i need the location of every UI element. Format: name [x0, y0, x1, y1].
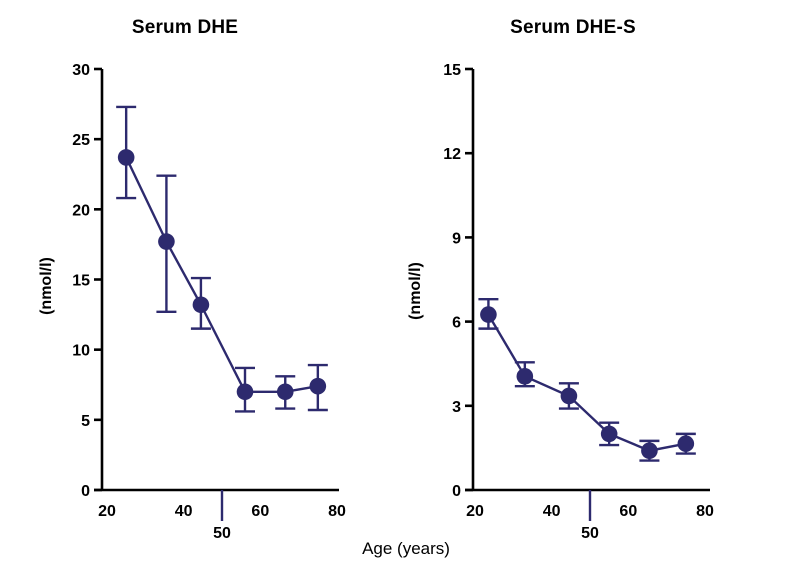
- panel-serum-dhe: 0 5 10 15 20 25 30 20 40 60 80 50: [72, 62, 346, 542]
- chart-title-serum-dhe-s: Serum DHE-S: [510, 17, 636, 38]
- y-tick-label: 12: [443, 146, 461, 163]
- y-tick-label: 9: [452, 230, 461, 247]
- data-point: [192, 296, 210, 314]
- y-tick-label: 6: [452, 315, 461, 332]
- y-tick-label: 25: [72, 132, 90, 149]
- x-tick-label: 20: [98, 503, 116, 520]
- x-tick-label: 40: [543, 503, 561, 520]
- x-tick-label: 60: [619, 503, 637, 520]
- chart-title-serum-dhe: Serum DHE: [131, 17, 239, 38]
- data-point: [600, 425, 618, 443]
- age-50-label: 50: [581, 525, 599, 542]
- data-point: [309, 377, 327, 395]
- x-tick-label: 60: [251, 503, 269, 520]
- y-tick-label: 5: [81, 413, 90, 430]
- data-point: [117, 149, 135, 166]
- data-point: [236, 383, 254, 401]
- y-tick-label: 20: [72, 202, 90, 219]
- x-tick-label: 80: [328, 503, 346, 520]
- data-point: [480, 306, 497, 323]
- data-point: [158, 233, 175, 250]
- data-point: [560, 387, 578, 405]
- data-line: [487, 313, 687, 452]
- y-tick-label: 30: [72, 62, 90, 79]
- x-axis-label: Age (years): [362, 539, 450, 558]
- y-tick-label: 10: [72, 343, 90, 360]
- y-axis-label-dhe: (nmol/l): [38, 257, 55, 315]
- y-tick-label: 15: [443, 62, 461, 79]
- x-tick-label: 40: [175, 503, 193, 520]
- y-axis-label-dhe-s: (nmol/l): [407, 262, 424, 320]
- data-point: [276, 383, 294, 401]
- y-tick-label: 0: [452, 483, 461, 500]
- x-tick-label: 20: [466, 503, 484, 520]
- data-point: [677, 435, 695, 452]
- data-point: [641, 442, 658, 460]
- y-tick-label: 0: [81, 483, 90, 500]
- y-tick-label: 15: [72, 273, 90, 290]
- panel-serum-dhe-s: 0 3 6 9 12 15 20 40 60 80 50: [443, 62, 714, 542]
- y-tick-label: 3: [452, 399, 461, 416]
- age-50-label: 50: [213, 525, 231, 542]
- data-line: [125, 156, 319, 393]
- data-point: [516, 368, 534, 385]
- x-tick-label: 80: [696, 503, 714, 520]
